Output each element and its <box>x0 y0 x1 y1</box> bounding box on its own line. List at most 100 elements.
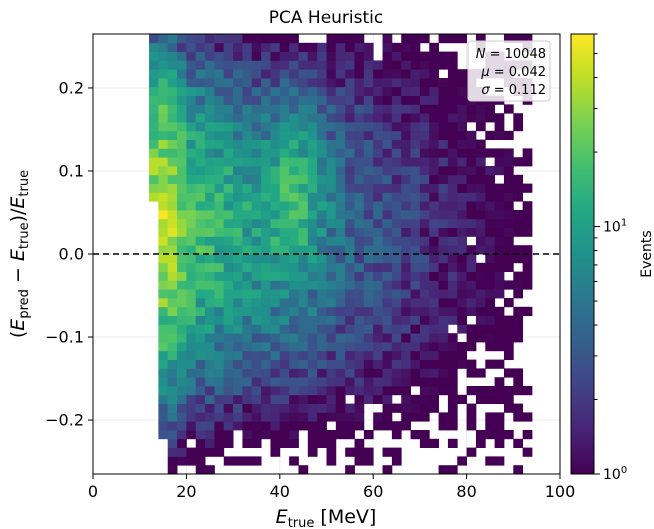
heatmap-cell <box>410 166 421 176</box>
heatmap-cell <box>363 227 374 237</box>
y-tick-label: −0.2 <box>45 411 84 430</box>
heatmap-cell <box>158 254 169 264</box>
heatmap-cell <box>167 394 178 404</box>
heatmap-cell <box>167 69 178 79</box>
heatmap-cell <box>513 34 524 44</box>
heatmap-cell <box>186 139 197 149</box>
heatmap-cell <box>195 139 206 149</box>
heatmap-cell <box>251 174 262 184</box>
heatmap-cell <box>177 130 187 140</box>
heatmap-cell <box>177 148 187 158</box>
heatmap-cell <box>270 157 281 167</box>
heatmap-cell <box>214 201 225 211</box>
heatmap-cell <box>326 271 337 281</box>
heatmap-cell <box>429 289 439 299</box>
heatmap-cell <box>438 113 449 123</box>
heatmap-cell <box>307 430 318 440</box>
heatmap-cell <box>419 34 430 44</box>
heatmap-cell <box>233 86 243 96</box>
heatmap-cell <box>261 245 271 255</box>
heatmap-cell <box>177 386 187 396</box>
heatmap-cell <box>457 271 467 281</box>
heatmap-cell <box>223 289 234 299</box>
heatmap-cell <box>223 113 234 123</box>
heatmap-cell <box>279 289 290 299</box>
heatmap-cell <box>177 262 187 272</box>
heatmap-cell <box>457 315 467 325</box>
heatmap-cell <box>251 333 262 343</box>
heatmap-cell <box>457 122 467 132</box>
heatmap-cell <box>186 377 197 387</box>
heatmap-cell <box>195 438 206 448</box>
heatmap-cell <box>410 254 421 264</box>
heatmap-cell <box>494 236 505 246</box>
heatmap-cell <box>494 394 505 404</box>
heatmap-cell <box>391 78 402 88</box>
heatmap-cell <box>335 69 346 79</box>
heatmap-cell <box>205 130 215 140</box>
x-tick-label: 60 <box>363 482 383 501</box>
heatmap-cell <box>186 104 197 114</box>
heatmap-cell <box>195 201 206 211</box>
heatmap-cell <box>401 403 411 413</box>
heatmap-cell <box>233 245 243 255</box>
heatmap-cell <box>326 192 337 202</box>
heatmap-cell <box>522 210 533 220</box>
heatmap-cell <box>447 386 458 396</box>
heatmap-cell <box>242 183 253 193</box>
heatmap-cell <box>494 227 505 237</box>
heatmap-cell <box>214 60 225 70</box>
heatmap-cell <box>363 104 374 114</box>
heatmap-cell <box>242 324 253 334</box>
heatmap-cell <box>419 350 430 360</box>
stat-mu: μ = 0.042 <box>480 65 546 80</box>
heatmap-cell <box>149 166 159 176</box>
heatmap-cell <box>158 60 169 70</box>
heatmap-cell <box>214 113 225 123</box>
heatmap-cell <box>251 95 262 105</box>
heatmap-cell <box>503 350 514 360</box>
heatmap-cell <box>429 148 439 158</box>
heatmap-cell <box>167 201 178 211</box>
heatmap-cell <box>289 368 299 378</box>
heatmap-cell <box>233 192 243 202</box>
heatmap-cell <box>354 130 365 140</box>
heatmap-cell <box>438 34 449 44</box>
heatmap-cell <box>326 447 337 457</box>
heatmap-cell <box>298 412 309 422</box>
heatmap-cell <box>391 377 402 387</box>
heatmap-cell <box>298 315 309 325</box>
heatmap-cell <box>345 254 355 264</box>
heatmap-cell <box>186 166 197 176</box>
heatmap-cell <box>186 183 197 193</box>
heatmap-cell <box>410 227 421 237</box>
heatmap-cell <box>205 254 215 264</box>
heatmap-cell <box>242 421 253 431</box>
heatmap-cell <box>289 342 299 352</box>
heatmap-cell <box>354 333 365 343</box>
heatmap-cell <box>307 315 318 325</box>
heatmap-cell <box>373 210 383 220</box>
heatmap-cell <box>373 245 383 255</box>
heatmap-cell <box>307 157 318 167</box>
heatmap-cell <box>233 69 243 79</box>
heatmap-cell <box>447 306 458 316</box>
heatmap-cell <box>485 306 496 316</box>
heatmap-cell <box>391 139 402 149</box>
heatmap-cell <box>242 254 253 264</box>
heatmap-cell <box>177 95 187 105</box>
heatmap-cell <box>167 60 178 70</box>
heatmap-cell <box>279 394 290 404</box>
heatmap-cell <box>223 350 234 360</box>
heatmap-cell <box>317 192 327 202</box>
heatmap-cell <box>279 430 290 440</box>
heatmap-cell <box>503 333 514 343</box>
heatmap-cell <box>466 333 477 343</box>
heatmap-cell <box>186 342 197 352</box>
heatmap-cell <box>261 122 271 132</box>
heatmap-cell <box>382 78 393 88</box>
heatmap-cell <box>261 192 271 202</box>
heatmap-cell <box>279 130 290 140</box>
heatmap-cell <box>419 289 430 299</box>
